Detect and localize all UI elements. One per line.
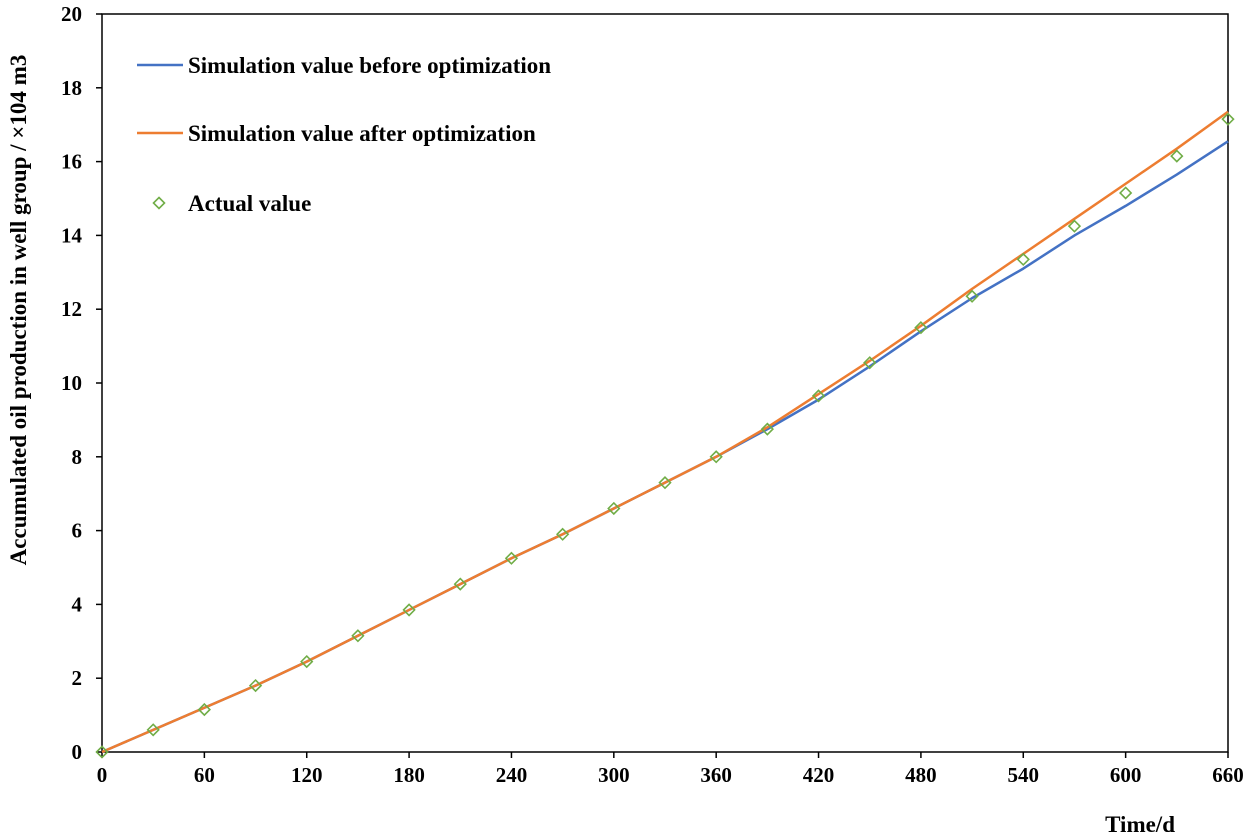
series-3-point (1170, 149, 1184, 163)
legend-label: Simulation value after optimization (188, 121, 536, 146)
legend-label: Actual value (188, 191, 311, 216)
y-tick-label: 8 (72, 445, 83, 469)
legend: Simulation value before optimization Simu… (137, 53, 551, 216)
y-tick-label: 2 (72, 666, 83, 690)
legend-swatch-marker (152, 196, 166, 210)
series-3-point (556, 527, 570, 541)
series-3-point (453, 577, 467, 591)
series-3-point (811, 389, 826, 403)
y-axis-title: Accumulated oil production in well group… (6, 55, 31, 566)
series-3-point (607, 501, 621, 516)
series-3-point (300, 654, 314, 669)
y-tick-label: 20 (61, 2, 82, 26)
series-3-point (1119, 186, 1133, 200)
series-3-point (1016, 252, 1030, 267)
series-3-point (863, 356, 877, 370)
y-tick-label: 4 (72, 592, 83, 616)
y-tick-label: 12 (61, 297, 82, 321)
x-tick-label: 240 (496, 763, 528, 787)
y-tick-label: 16 (61, 150, 82, 174)
series-3-point (709, 450, 723, 464)
series-3-point (197, 702, 211, 717)
series-3-point (504, 551, 519, 565)
series-3-point (914, 321, 928, 335)
x-tick-label: 600 (1110, 763, 1142, 787)
series-layer (95, 110, 1235, 759)
series-3-point (402, 603, 416, 617)
x-tick-label: 300 (598, 763, 630, 787)
y-tick-label: 10 (61, 371, 82, 395)
y-tick-label: 6 (72, 519, 83, 543)
series-2-line (101, 110, 1229, 754)
series-3-point (248, 678, 263, 693)
x-tick-label: 120 (291, 763, 323, 787)
series-3-point (146, 723, 160, 737)
x-tick-label: 180 (393, 763, 425, 787)
series-3-point (760, 422, 774, 436)
x-tick-label: 360 (700, 763, 732, 787)
series-3-point (658, 475, 672, 490)
x-axis-title: Time/d (1105, 812, 1175, 837)
series-1-line (101, 140, 1229, 754)
series-3-point (1221, 112, 1235, 126)
axes: 0 60 120 180 240 300 360 420 480 540 600 660 0 2 4 6 8 10… (61, 2, 1244, 787)
y-tick-label: 0 (72, 740, 83, 764)
x-tick-label: 660 (1212, 763, 1244, 787)
x-tick-label: 480 (905, 763, 937, 787)
x-tick-label: 0 (97, 763, 108, 787)
x-tick-label: 420 (803, 763, 835, 787)
series-3-point (351, 629, 365, 643)
series-3-point (95, 745, 109, 759)
x-tick-label: 540 (1008, 763, 1040, 787)
series-3-point (1067, 219, 1082, 233)
x-tick-label: 60 (194, 763, 215, 787)
y-tick-label: 18 (61, 76, 82, 100)
legend-label: Simulation value before optimization (188, 53, 551, 78)
y-tick-label: 14 (61, 223, 83, 247)
series-3-point (965, 289, 979, 303)
